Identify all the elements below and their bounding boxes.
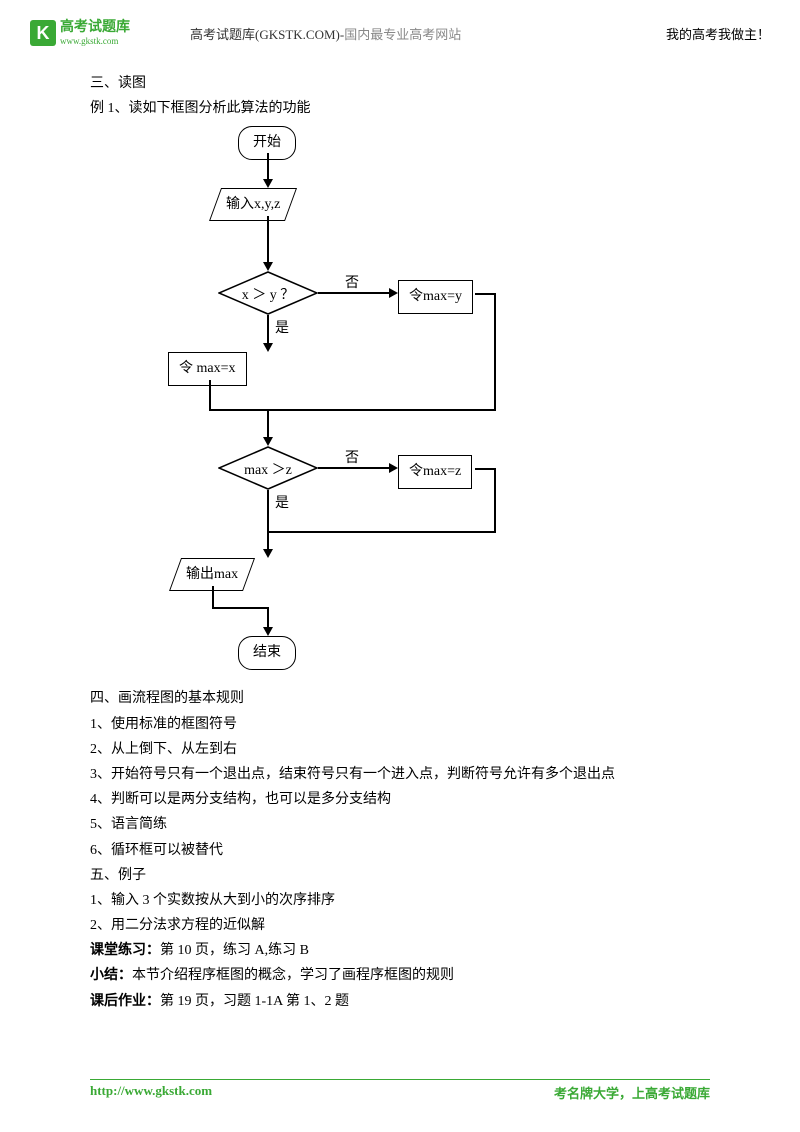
example-item-1: 1、输入 3 个实数按从大到小的次序排序 — [90, 888, 710, 913]
page-footer: http://www.gkstk.com 考名牌大学，上高考试题库 — [90, 1079, 710, 1102]
homework-label: 课后作业： — [90, 994, 160, 1009]
node-decision-xy: x ＞ y ？ — [218, 271, 318, 315]
section4-title: 四、画流程图的基本规则 — [90, 686, 710, 711]
header-center-text: 高考试题库(GKSTK.COM)-国内最专业高考网站 — [190, 24, 461, 43]
edge — [494, 293, 496, 410]
edge — [209, 409, 268, 411]
arrow-head-icon — [263, 549, 273, 558]
section5-title: 五、例子 — [90, 863, 710, 888]
section3-title: 三、读图 — [90, 71, 710, 96]
practice-label: 课堂练习： — [90, 943, 160, 958]
rule-2: 2、从上倒下、从左到右 — [90, 737, 710, 762]
edge-label-yes: 是 — [275, 491, 289, 516]
edge-label-yes: 是 — [275, 316, 289, 341]
arrow-head-icon — [389, 288, 398, 298]
site-logo: K 高考试题库 www.gkstk.com — [30, 20, 130, 46]
edge — [268, 409, 496, 411]
node-input-label: 输入x,y,z — [226, 192, 280, 217]
node-decision-maxz: max ＞z — [218, 446, 318, 490]
node-process-maxy: 令max=y — [398, 280, 473, 313]
arrow-head-icon — [263, 437, 273, 446]
edge — [268, 531, 496, 533]
logo-text-block: 高考试题库 www.gkstk.com — [60, 20, 130, 45]
edge — [318, 467, 391, 469]
footer-slogan: 考名牌大学，上高考试题库 — [554, 1083, 710, 1102]
summary-line: 小结：本节介绍程序框图的概念，学习了画程序框图的规则 — [90, 963, 710, 988]
node-process-maxz: 令max=z — [398, 455, 472, 488]
rule-5: 5、语言简练 — [90, 812, 710, 837]
logo-title: 高考试题库 — [60, 20, 130, 35]
summary-text: 本节介绍程序框图的概念，学习了画程序框图的规则 — [132, 968, 454, 983]
edge — [475, 468, 495, 470]
edge — [212, 607, 268, 609]
document-content: 三、读图 例 1、读如下框图分析此算法的功能 开始 输入x,y,z x ＞ y … — [0, 56, 800, 1014]
logo-subtitle: www.gkstk.com — [60, 36, 130, 46]
practice-text: 第 10 页，练习 A,练习 B — [160, 943, 309, 958]
edge — [267, 531, 269, 551]
homework-text: 第 19 页，习题 1-1A 第 1、2 题 — [160, 994, 349, 1009]
rule-3: 3、开始符号只有一个退出点，结束符号只有一个进入点，判断符号允许有多个退出点 — [90, 762, 710, 787]
edge — [267, 315, 269, 345]
node-decision-xy-label: x ＞ y ？ — [218, 283, 318, 308]
rule-4: 4、判断可以是两分支结构，也可以是多分支结构 — [90, 787, 710, 812]
edge — [475, 293, 495, 295]
practice-line: 课堂练习：第 10 页，练习 A,练习 B — [90, 938, 710, 963]
edge — [267, 216, 269, 264]
edge — [212, 586, 214, 608]
node-decision-maxz-label: max ＞z — [218, 458, 318, 483]
edge — [267, 607, 269, 629]
rule-1: 1、使用标准的框图符号 — [90, 712, 710, 737]
node-end: 结束 — [238, 636, 296, 669]
summary-label: 小结： — [90, 968, 132, 983]
example-item-2: 2、用二分法求方程的近似解 — [90, 913, 710, 938]
header-center-gray: 国内最专业高考网站 — [344, 27, 461, 42]
edge — [318, 292, 391, 294]
arrow-head-icon — [263, 262, 273, 271]
node-output-label: 输出max — [186, 562, 238, 587]
edge — [494, 468, 496, 532]
edge — [267, 153, 269, 181]
logo-icon: K — [30, 20, 56, 46]
arrow-head-icon — [263, 343, 273, 352]
example1-text: 例 1、读如下框图分析此算法的功能 — [90, 96, 710, 121]
footer-url[interactable]: http://www.gkstk.com — [90, 1083, 212, 1102]
edge — [267, 490, 269, 532]
header-right-text: 我的高考我做主！ — [666, 24, 770, 43]
rule-6: 6、循环框可以被替代 — [90, 838, 710, 863]
homework-line: 课后作业：第 19 页，习题 1-1A 第 1、2 题 — [90, 989, 710, 1014]
page-header: K 高考试题库 www.gkstk.com 高考试题库(GKSTK.COM)-国… — [0, 0, 800, 56]
arrow-head-icon — [389, 463, 398, 473]
edge — [267, 409, 269, 439]
node-process-maxx: 令 max=x — [168, 352, 247, 385]
flowchart-diagram: 开始 输入x,y,z x ＞ y ？ 否 令max=y 是 令 max=x — [130, 126, 550, 681]
arrow-head-icon — [263, 627, 273, 636]
edge — [209, 380, 211, 410]
node-input: 输入x,y,z — [209, 188, 297, 221]
header-center-black: 高考试题库(GKSTK.COM)- — [190, 27, 344, 42]
